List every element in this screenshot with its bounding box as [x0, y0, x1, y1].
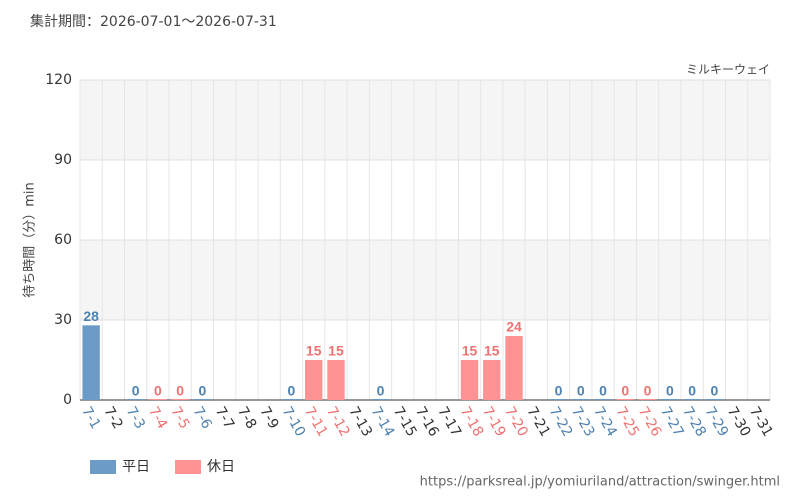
chart-subtitle: 集計期間：2026-07-01～2026-07-31 [30, 13, 277, 30]
bar [661, 399, 679, 400]
value-label: 15 [306, 343, 322, 359]
x-tick-label: 7-31 [746, 404, 776, 440]
bar [371, 399, 390, 400]
value-label: 0 [288, 383, 296, 399]
value-label: 0 [555, 383, 563, 399]
value-label: 0 [688, 383, 696, 399]
bar [460, 360, 479, 400]
value-label: 0 [710, 383, 718, 399]
value-label: 0 [176, 383, 184, 399]
bar [683, 399, 701, 400]
bar [126, 399, 145, 400]
x-tick-label: 7-3 [123, 404, 148, 432]
grid-band [80, 80, 770, 160]
bar [616, 399, 635, 400]
bar [327, 360, 345, 400]
y-tick-label: 60 [54, 232, 72, 248]
bar [149, 399, 167, 400]
value-label: 28 [83, 308, 99, 324]
value-label: 15 [462, 343, 478, 359]
bar [193, 399, 212, 400]
bar [638, 399, 657, 400]
value-label: 0 [132, 383, 140, 399]
legend-swatch [175, 460, 201, 474]
y-axis-label: 待ち時間（分）min [23, 182, 38, 298]
x-tick-label: 7-6 [189, 404, 214, 432]
y-tick-label: 0 [63, 392, 72, 408]
source-url: https://parksreal.jp/yomiuriland/attract… [420, 475, 780, 490]
x-tick-label: 7-8 [234, 404, 259, 432]
x-tick-label: 7-5 [167, 404, 192, 432]
value-label: 24 [506, 319, 522, 335]
value-label: 0 [377, 383, 385, 399]
value-label: 15 [328, 343, 344, 359]
bar [705, 399, 724, 400]
y-tick-label: 120 [45, 72, 72, 88]
y-tick-label: 30 [54, 312, 72, 328]
bar [549, 399, 568, 400]
bar [305, 360, 323, 400]
bar [594, 399, 612, 400]
bar [82, 325, 100, 400]
bar [282, 399, 301, 400]
bar [483, 360, 501, 400]
legend-label: 休日 [207, 459, 235, 475]
value-label: 0 [577, 383, 585, 399]
value-label: 0 [599, 383, 607, 399]
y-tick-label: 90 [54, 152, 72, 168]
value-label: 0 [154, 383, 162, 399]
bar [505, 336, 523, 400]
legend-swatch [90, 460, 116, 474]
x-tick-label: 7-9 [256, 404, 281, 432]
value-label: 0 [199, 383, 207, 399]
value-label: 0 [666, 383, 674, 399]
grid-band [80, 240, 770, 320]
x-tick-label: 7-4 [145, 404, 170, 432]
x-tick-label: 7-2 [100, 404, 125, 432]
x-tick-label: 7-1 [78, 404, 103, 432]
bar [171, 399, 189, 400]
legend-label: 平日 [122, 459, 150, 475]
x-tick-label: 7-7 [212, 404, 237, 432]
chart-title: ミルキーウェイ [686, 63, 770, 77]
value-label: 0 [621, 383, 629, 399]
value-label: 0 [644, 383, 652, 399]
value-label: 15 [484, 343, 500, 359]
bar [572, 399, 590, 400]
